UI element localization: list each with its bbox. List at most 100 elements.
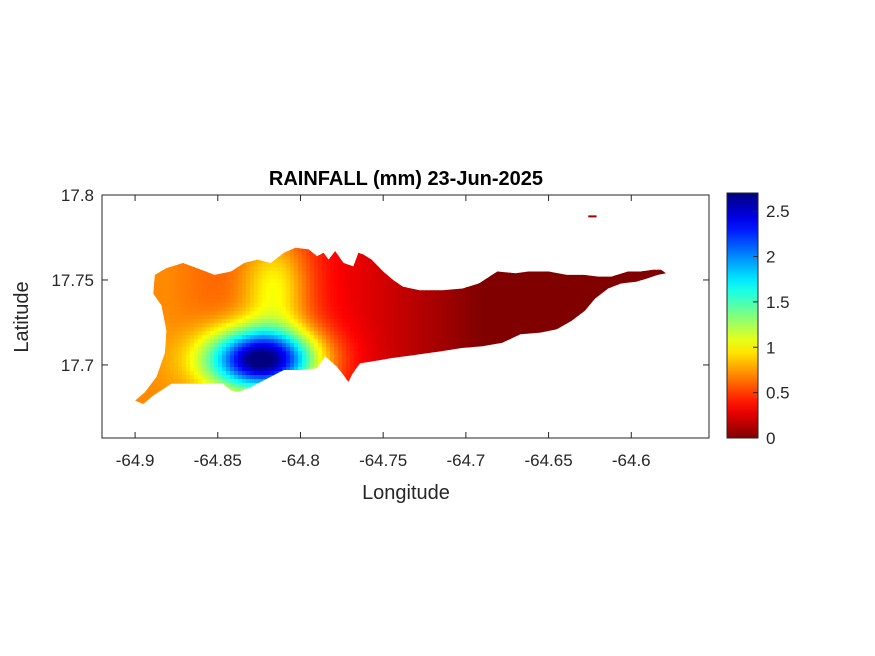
field-cell <box>366 275 371 280</box>
field-cell <box>198 279 203 284</box>
field-cell <box>226 347 231 352</box>
field-cell <box>162 311 167 316</box>
field-cell <box>258 371 263 376</box>
field-cell <box>218 323 223 328</box>
field-cell <box>322 343 327 348</box>
field-cell <box>234 343 239 348</box>
field-cell <box>190 375 195 380</box>
field-cell <box>162 371 167 376</box>
field-cell <box>158 291 163 296</box>
field-cell <box>270 283 275 288</box>
field-cell <box>382 307 387 312</box>
field-cell <box>322 351 327 356</box>
field-cell <box>290 355 295 360</box>
field-cell <box>254 295 259 300</box>
field-cell <box>254 263 259 268</box>
field-cell <box>302 311 307 316</box>
field-cell <box>250 359 255 364</box>
field-cell <box>282 259 287 264</box>
field-cell <box>270 347 275 352</box>
field-cell <box>274 271 279 276</box>
field-cell <box>314 283 319 288</box>
field-cell <box>170 279 175 284</box>
field-cell <box>202 335 207 340</box>
field-cell <box>254 359 259 364</box>
field-cell <box>262 275 267 280</box>
field-cell <box>170 299 175 304</box>
field-cell <box>426 291 431 296</box>
field-cell <box>354 355 359 360</box>
field-cell <box>386 351 391 356</box>
field-cell <box>166 295 171 300</box>
field-cell <box>170 275 175 280</box>
field-cell <box>362 347 367 352</box>
field-cell <box>226 379 231 384</box>
field-cell <box>410 351 415 356</box>
field-cell <box>370 359 375 364</box>
field-cell <box>178 367 183 372</box>
field-cell <box>286 271 291 276</box>
field-cell <box>422 331 427 336</box>
field-cell <box>290 319 295 324</box>
field-cell <box>390 335 395 340</box>
field-cell <box>262 363 267 368</box>
field-cell <box>258 271 263 276</box>
field-cell <box>326 351 331 356</box>
field-cell <box>246 339 251 344</box>
field-cell <box>270 323 275 328</box>
field-cell <box>246 311 251 316</box>
field-cell <box>218 327 223 332</box>
field-cell <box>218 311 223 316</box>
field-cell <box>414 347 419 352</box>
field-cell <box>222 375 227 380</box>
field-cell <box>218 375 223 380</box>
field-cell <box>222 287 227 292</box>
field-cell <box>178 267 183 272</box>
field-cell <box>250 323 255 328</box>
field-cell <box>206 299 211 304</box>
field-cell <box>342 311 347 316</box>
field-cell <box>278 319 283 324</box>
field-cell <box>178 311 183 316</box>
field-cell <box>338 303 343 308</box>
field-cell <box>214 283 219 288</box>
field-cell <box>194 271 199 276</box>
field-cell <box>314 311 319 316</box>
field-cell <box>202 355 207 360</box>
field-cell <box>266 267 271 272</box>
field-cell <box>314 299 319 304</box>
field-cell <box>218 379 223 384</box>
field-cell <box>190 327 195 332</box>
field-cell <box>322 263 327 268</box>
field-cell <box>302 283 307 288</box>
field-cell <box>338 267 343 272</box>
field-cell <box>262 351 267 356</box>
field-cell <box>418 303 423 308</box>
field-cell <box>222 339 227 344</box>
field-cell <box>366 327 371 332</box>
field-cell <box>154 383 159 388</box>
field-cell <box>266 375 271 380</box>
field-cell <box>342 295 347 300</box>
field-cell <box>242 331 247 336</box>
field-cell <box>314 255 319 260</box>
field-cell <box>198 283 203 288</box>
field-cell <box>258 295 263 300</box>
field-cell <box>226 283 231 288</box>
field-cell <box>362 327 367 332</box>
field-cell <box>214 295 219 300</box>
field-cell <box>302 323 307 328</box>
field-cell <box>190 355 195 360</box>
field-cell <box>406 343 411 348</box>
field-cell <box>150 383 155 388</box>
field-cell <box>174 263 179 268</box>
field-cell <box>402 343 407 348</box>
field-cell <box>266 363 271 368</box>
field-cell <box>266 291 271 296</box>
field-cell <box>322 347 327 352</box>
field-cell <box>242 343 247 348</box>
field-cell <box>174 379 179 384</box>
field-cell <box>234 367 239 372</box>
field-cell <box>182 287 187 292</box>
field-cell <box>426 299 431 304</box>
